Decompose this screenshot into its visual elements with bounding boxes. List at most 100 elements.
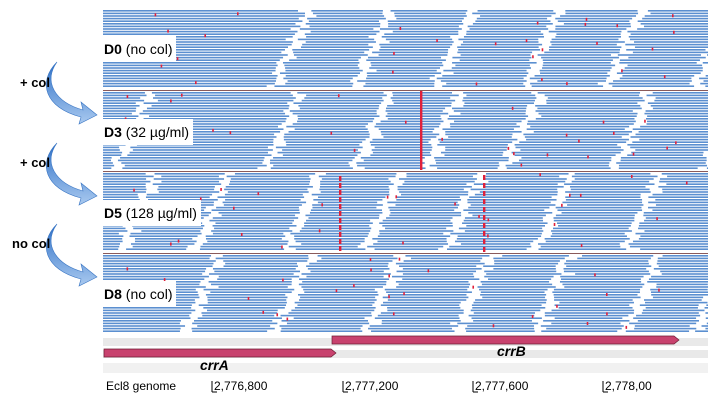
sequencing-read [575,273,651,275]
sequencing-read [130,232,202,235]
sequencing-read [620,159,707,162]
mismatch-mark [630,175,633,179]
sequencing-read [471,317,542,319]
sequencing-read [103,327,181,330]
sequencing-read [103,56,284,59]
sequencing-read [473,320,532,322]
sequencing-read [369,141,429,143]
sequencing-read [656,283,708,286]
sequencing-read [305,214,380,217]
sequencing-read [648,196,708,198]
sequencing-read [306,265,388,267]
mismatch-mark [247,296,250,300]
sequencing-read [457,51,533,54]
sequencing-read [617,54,702,56]
sequencing-read [650,105,708,107]
sequencing-read [442,85,526,87]
sequencing-read [130,243,195,245]
mismatch-mark [536,21,539,25]
sequencing-read [544,238,630,240]
sequencing-read [502,255,569,257]
sequencing-read [552,232,625,235]
mutation-column-segment [483,239,486,244]
sequencing-read [197,325,271,327]
sequencing-read [206,309,278,312]
sequencing-read [634,46,708,48]
sequencing-read [645,110,708,112]
sequencing-read [103,72,273,74]
sequencing-read [555,206,642,209]
sequencing-read [564,262,649,265]
sequencing-read [565,199,643,201]
sequencing-read [320,180,391,183]
sequencing-read [655,199,708,201]
mutation-column-segment [483,199,486,204]
sequencing-read [619,62,697,64]
sequencing-read [460,243,531,245]
sequencing-read [627,154,703,156]
sequencing-read [554,296,641,299]
sequencing-read [367,56,442,59]
sequencing-read [103,314,190,317]
sequencing-read [701,325,708,327]
sequencing-read [103,173,146,175]
sequencing-read [290,232,369,235]
mismatch-mark [427,269,430,273]
sequencing-read [618,164,708,167]
sequencing-read [622,69,703,72]
mismatch-mark [441,137,443,141]
transition-label: no col [12,236,51,251]
sequencing-read [396,286,470,288]
sequencing-read [494,262,559,265]
sequencing-read [452,56,532,59]
mismatch-mark [561,203,563,207]
sequencing-read [437,167,498,169]
sequencing-read [484,275,554,278]
sequencing-read [307,17,386,20]
sequencing-read [148,199,218,201]
mismatch-mark [613,131,615,135]
sequencing-read [103,94,147,97]
sequencing-read [230,178,311,180]
sequencing-read [402,268,482,270]
sequencing-read [212,232,284,235]
sequencing-read [557,209,643,211]
sequencing-read [371,330,455,332]
sequencing-read [463,41,539,43]
sequencing-read [304,97,383,99]
sequencing-read [399,265,477,267]
mismatch-mark [494,42,497,46]
mismatch-mark [685,181,688,185]
sequencing-read [294,128,368,130]
sequencing-read [282,149,358,151]
sequencing-read [209,273,294,275]
sequencing-read [372,51,448,54]
mismatch-mark [531,315,534,319]
sequencing-read [103,49,285,51]
sequencing-read [151,92,291,94]
sequencing-read [650,288,708,291]
sequencing-read [574,173,651,175]
sequencing-read [382,219,451,222]
sequencing-read [294,238,365,240]
sequencing-read [310,209,383,211]
sequencing-read [635,133,708,136]
sequencing-read [582,255,654,257]
sequencing-read [493,268,556,270]
sequencing-read [506,167,611,169]
sequencing-read [651,275,708,278]
sequencing-read [282,154,358,156]
sequencing-read [317,255,394,257]
sequencing-read [126,248,187,250]
mismatch-mark [566,82,568,86]
sequencing-read [373,243,449,245]
sequencing-read [198,304,287,306]
track-condition: (no col) [125,286,173,302]
sequencing-read [557,20,630,22]
sequencing-read [386,217,453,219]
sequencing-read [565,10,638,12]
sequencing-read [473,183,558,185]
sequencing-read [640,248,708,250]
sequencing-read [295,240,365,243]
mutation-column-segment [339,211,342,216]
